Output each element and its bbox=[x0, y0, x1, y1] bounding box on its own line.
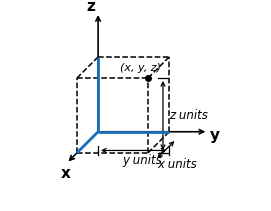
Text: (x, y, z): (x, y, z) bbox=[120, 63, 161, 73]
Text: x: x bbox=[61, 165, 71, 181]
Text: x units: x units bbox=[157, 158, 197, 171]
Text: y units: y units bbox=[122, 154, 162, 166]
Text: z units: z units bbox=[169, 109, 208, 122]
Text: z: z bbox=[86, 0, 95, 14]
Text: y: y bbox=[210, 128, 220, 143]
